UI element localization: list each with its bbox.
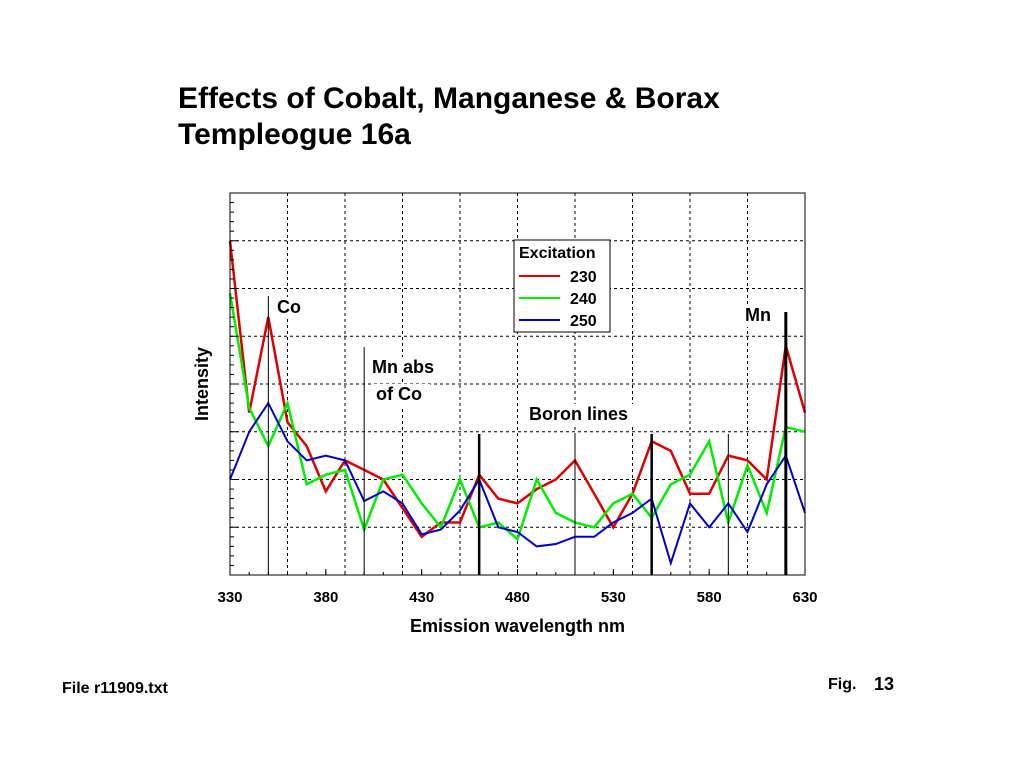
- fig-label: Fig.: [828, 676, 857, 693]
- legend-label-230: 230: [570, 269, 597, 286]
- legend-title: Excitation: [519, 245, 595, 262]
- legend-box: [513, 239, 611, 333]
- x-tick-label: 480: [505, 589, 530, 606]
- series-line-230: [228, 240, 807, 539]
- label-layer: Emission wavelength nm Intensity Co Mn abs o…: [192, 297, 771, 636]
- annotation-mn-bg: [741, 305, 769, 327]
- x-axis-label: Emission wavelength nm: [410, 616, 625, 636]
- legend: Excitation 230 240 250: [513, 239, 611, 333]
- x-tick-label: 430: [409, 589, 434, 606]
- chart-title-line1: Effects of Cobalt, Manganese & Borax: [178, 82, 720, 115]
- legend-label-240: 240: [570, 291, 597, 308]
- file-label: File r11909.txt: [62, 680, 168, 697]
- annotation-of-co: of Co: [376, 384, 422, 404]
- tick-layer: 330 380 430 480 530 580 630: [217, 192, 818, 606]
- x-tick-label: 330: [217, 589, 242, 606]
- series-line-250: [229, 401, 806, 567]
- annotation-mn-abs: Mn abs: [372, 357, 434, 377]
- x-tick-label: 630: [792, 589, 817, 606]
- x-tick-label: 380: [313, 589, 338, 606]
- annotation-boron-lines: Boron lines: [529, 404, 628, 424]
- series-layer: [228, 240, 807, 567]
- fig-number: 13: [874, 674, 895, 694]
- series-line-240: [228, 293, 806, 542]
- annotation-mn: Mn: [745, 305, 771, 325]
- annotation-of-co-bg: [372, 384, 430, 406]
- y-axis-label: Intensity: [192, 347, 212, 421]
- annotation-co: Co: [277, 297, 301, 317]
- annotation-mn-abs-bg: [368, 357, 436, 379]
- marker-layer: [267, 296, 788, 575]
- chart-title-line2: Templeogue 16a: [178, 118, 411, 151]
- legend-label-250: 250: [570, 313, 597, 330]
- annotation-co-bg: [273, 297, 301, 319]
- x-tick-label: 580: [697, 589, 722, 606]
- annotation-boron-lines-bg: [525, 404, 643, 426]
- x-tick-label: 530: [601, 589, 626, 606]
